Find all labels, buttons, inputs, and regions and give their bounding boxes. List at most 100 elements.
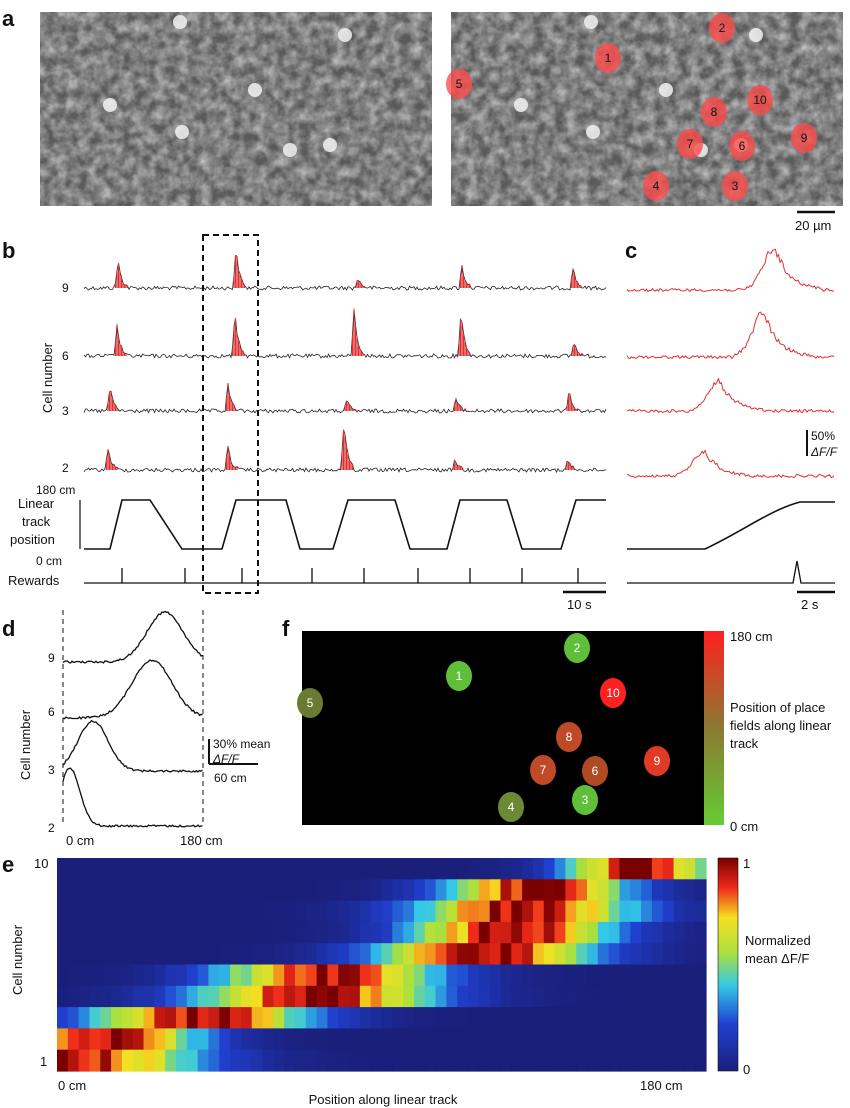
heatmap-cell — [294, 964, 307, 987]
heatmap-cell — [511, 921, 523, 944]
roi-label-5: 5 — [456, 77, 463, 91]
heatmap-cell — [67, 1028, 80, 1051]
panel-c-scale-pct: 50% — [811, 429, 835, 443]
heatmap-cell — [186, 879, 199, 902]
panel-d-x-start: 0 cm — [66, 833, 94, 848]
heatmap-cell — [641, 1007, 653, 1029]
heatmap-cell — [403, 1007, 415, 1029]
heatmap-cell — [651, 879, 664, 902]
heatmap-cell — [349, 858, 361, 880]
heatmap-cell — [457, 1049, 469, 1072]
heatmap-cell — [619, 943, 631, 966]
heatmap-cell — [359, 858, 372, 880]
panel-d-cell-2: 2 — [48, 821, 55, 835]
heatmap-cell — [424, 879, 437, 902]
bright-cell-spot — [514, 98, 528, 112]
heatmap-cell — [630, 1049, 642, 1072]
panel-b-track-label-3: position — [10, 532, 55, 547]
heatmap-cell — [500, 1007, 512, 1029]
heatmap-cell — [468, 900, 480, 923]
heatmap-cell — [522, 1007, 534, 1029]
heatmap-cell — [57, 879, 69, 902]
heatmap-cell — [327, 921, 339, 944]
mean-trace-1 — [62, 659, 203, 720]
heatmap-cell — [111, 858, 123, 880]
heatmap-cell — [500, 1049, 512, 1072]
heatmap-cell — [165, 943, 177, 966]
heatmap-cell — [641, 900, 653, 923]
heatmap-cell — [78, 964, 91, 987]
heatmap-cell — [175, 1049, 188, 1072]
heatmap-cell — [67, 1049, 80, 1072]
heatmap-cell — [662, 900, 675, 923]
heatmap-cell — [500, 879, 512, 902]
heatmap-cell — [381, 1049, 393, 1072]
bright-cell-spot — [175, 125, 189, 139]
heatmap-cell — [89, 1007, 101, 1029]
heatmap-cell — [543, 921, 556, 944]
heatmap-cell — [630, 900, 642, 923]
heatmap-cell — [587, 900, 599, 923]
heatmap-cell — [273, 1049, 285, 1072]
heatmap-cell — [673, 985, 685, 1008]
heatmap-cell — [565, 943, 577, 966]
zoom-trace-3 — [626, 449, 835, 479]
heatmap-cell — [208, 921, 220, 944]
place-field-label-9: 9 — [654, 754, 661, 768]
heatmap-cell — [316, 943, 329, 966]
panel-f-map — [302, 631, 704, 825]
heatmap-cell — [684, 1049, 696, 1072]
heatmap-cell — [435, 1049, 447, 1072]
panel-b-track-label-1: Linear — [18, 496, 55, 511]
heatmap-cell — [370, 943, 383, 966]
heatmap-cell — [662, 1028, 675, 1051]
heatmap-cell — [511, 964, 523, 987]
heatmap-cell — [111, 1049, 123, 1072]
heatmap-cell — [381, 1028, 393, 1051]
heatmap-cell — [143, 964, 155, 987]
heatmap-cell — [511, 1049, 523, 1072]
heatmap-cell — [251, 858, 264, 880]
heatmap-cell — [251, 900, 264, 923]
heatmap-cell — [121, 900, 134, 923]
heatmap-cell — [446, 900, 458, 923]
heatmap-cell — [370, 1007, 383, 1029]
heatmap-cell — [489, 858, 502, 880]
heatmap-cell — [554, 1028, 566, 1051]
heatmap-cell — [251, 879, 264, 902]
panel-e-colorbar — [717, 857, 739, 1072]
heatmap-cell — [284, 921, 296, 944]
heatmap-cell — [57, 1049, 69, 1072]
heatmap-cell — [543, 879, 556, 902]
heatmap-cell — [532, 858, 545, 880]
panel-d-scale-unit: ΔF/F — [212, 752, 240, 766]
heatmap-cell — [403, 985, 415, 1008]
heatmap-cell — [597, 900, 610, 923]
heatmap-cell — [511, 985, 523, 1008]
heatmap-cell — [89, 879, 101, 902]
heatmap-cell — [511, 900, 523, 923]
heatmap-cell — [240, 985, 253, 1008]
heatmap-cell — [565, 879, 577, 902]
heatmap-cell — [262, 921, 274, 944]
mean-trace-3 — [62, 767, 203, 828]
heatmap-cell — [587, 985, 599, 1008]
heatmap-cell — [511, 858, 523, 880]
heatmap-cell — [67, 1007, 80, 1029]
heatmap-cell — [284, 1049, 296, 1072]
heatmap-cell — [651, 858, 664, 880]
heatmap-cell — [684, 921, 696, 944]
heatmap-cell — [695, 858, 707, 880]
heatmap-cell — [175, 879, 188, 902]
heatmap-cell — [67, 879, 80, 902]
heatmap-cell — [630, 985, 642, 1008]
heatmap-cell — [111, 1007, 123, 1029]
heatmap-cell — [78, 1007, 91, 1029]
heatmap-cell — [305, 1049, 318, 1072]
heatmap-cell — [392, 879, 404, 902]
heatmap-cell — [262, 900, 274, 923]
heatmap-cell — [57, 1028, 69, 1051]
heatmap-cell — [435, 964, 447, 987]
panel-b-cell-3: 3 — [62, 404, 69, 418]
